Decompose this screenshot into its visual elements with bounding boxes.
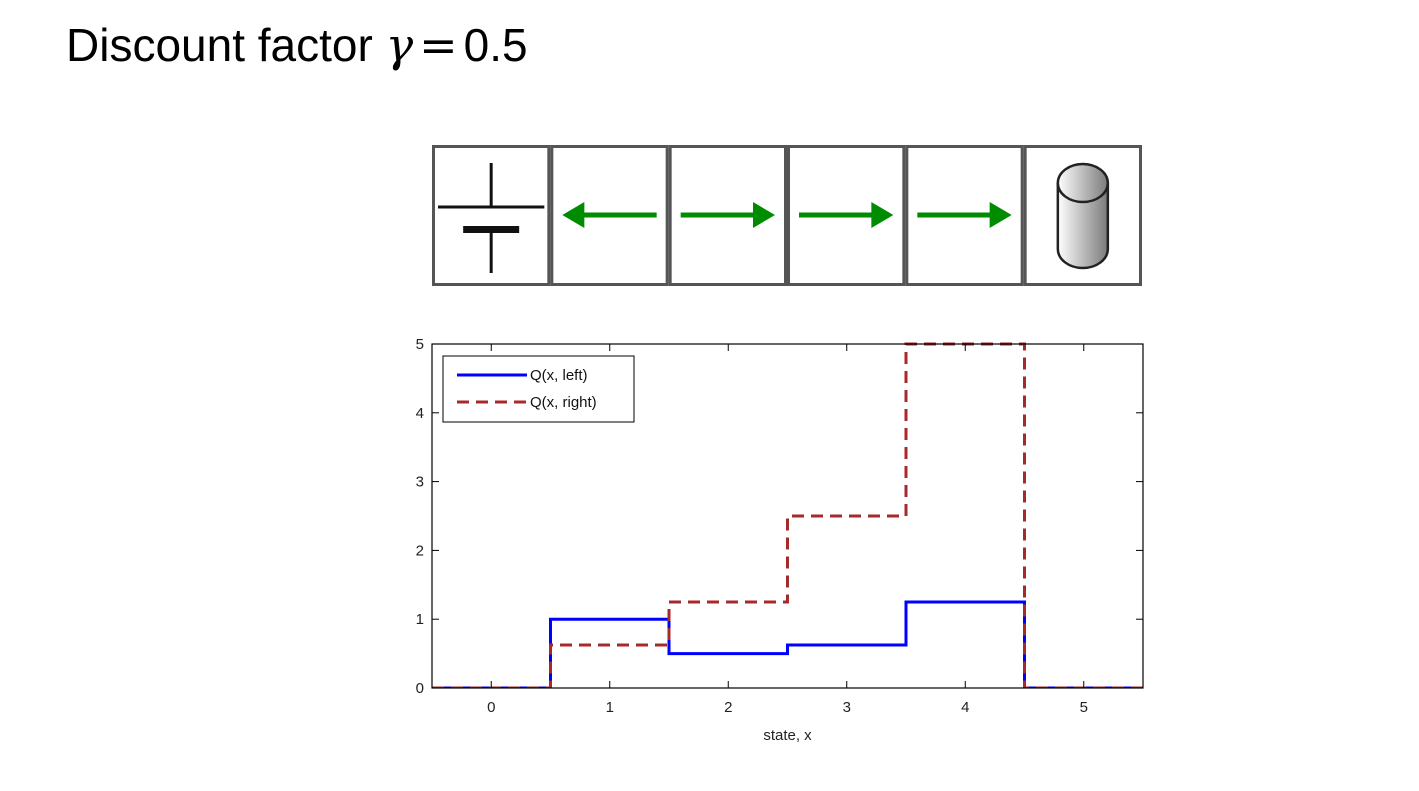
y-tick-label: 5	[416, 336, 424, 353]
grid-cell-2	[668, 145, 788, 286]
arrow-right-icon	[680, 202, 775, 228]
cylinder-icon	[1056, 162, 1110, 270]
equals-sign: =	[419, 18, 458, 72]
x-tick-label: 2	[724, 699, 732, 716]
gamma-symbol: γ	[385, 18, 414, 72]
x-tick-label: 5	[1080, 699, 1088, 716]
x-tick-label: 0	[487, 699, 495, 716]
arrow-right-icon	[799, 202, 894, 228]
series-line-q-right	[432, 342, 1143, 688]
grid-world-strip	[432, 145, 1142, 286]
grid-cell-4	[905, 145, 1024, 286]
plot-frame	[431, 343, 1144, 689]
grid-cell-3	[787, 145, 906, 286]
series-line-q-left	[432, 600, 1143, 688]
x-tick-label: 3	[843, 699, 851, 716]
x-tick-label: 4	[961, 699, 969, 716]
x-tick-label: 1	[606, 699, 614, 716]
y-tick-label: 2	[416, 542, 424, 559]
y-tick-label: 0	[416, 680, 424, 697]
pit-icon	[438, 163, 545, 273]
y-tick-label: 1	[416, 611, 424, 628]
title-prefix: Discount factor	[66, 19, 386, 71]
arrow-right-icon	[917, 202, 1012, 228]
x-axis-label: state, x	[763, 727, 812, 744]
grid-cell-5	[1023, 145, 1142, 286]
grid-cell-1	[550, 145, 669, 286]
q-value-chart: 0 1 2 3 4 5 0 1 2 3 4 5 state, x Q(x, left) Q(x, right…	[416, 336, 1144, 744]
title-value: 0.5	[463, 19, 528, 71]
chart-legend: Q(x, left) Q(x, right)	[442, 355, 635, 423]
slide-title: Discount factor γ = 0.5	[66, 18, 528, 72]
legend-label: Q(x, left)	[530, 367, 588, 384]
arrow-left-icon	[562, 202, 657, 228]
y-tick-label: 4	[416, 405, 424, 422]
grid-cell-0	[432, 145, 551, 286]
y-tick-label: 3	[416, 474, 424, 491]
legend-label: Q(x, right)	[530, 394, 597, 411]
